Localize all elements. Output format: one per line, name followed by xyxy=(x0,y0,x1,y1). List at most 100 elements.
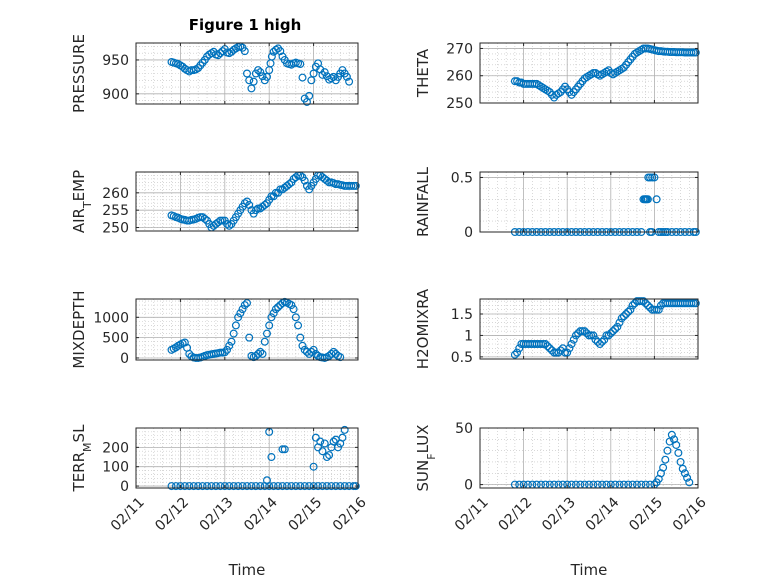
data-point xyxy=(305,482,314,491)
y-tick-label: 50 xyxy=(455,421,473,437)
y-tick-label: 200 xyxy=(102,440,129,456)
data-point xyxy=(240,301,249,310)
data-point xyxy=(267,52,276,61)
data-point xyxy=(309,462,318,471)
data-point xyxy=(336,482,345,491)
data-point xyxy=(552,348,561,357)
y-axis-label-subscript: T xyxy=(81,201,94,209)
axes-box xyxy=(135,298,359,361)
plot-area xyxy=(480,299,698,359)
y-axis-label-main: MIXDEPTH xyxy=(70,290,88,368)
data-point xyxy=(265,321,274,330)
y-axis-label-main: TERR xyxy=(70,452,88,493)
x-axis-label: Time xyxy=(570,561,608,579)
data-point xyxy=(685,478,694,487)
data-point xyxy=(652,195,661,204)
y-axis-label-subscript: F xyxy=(425,453,438,459)
data-point xyxy=(203,482,212,491)
y-axis-label-main: AIR xyxy=(70,208,88,233)
data-point xyxy=(278,445,287,454)
plot-area xyxy=(136,172,358,231)
data-point xyxy=(260,200,269,209)
data-point xyxy=(615,318,624,327)
data-point xyxy=(543,342,552,351)
data-point xyxy=(196,213,205,222)
data-point xyxy=(580,327,589,336)
y-axis-label-rest: LUX xyxy=(414,425,432,454)
y-axis-label: THETA xyxy=(414,48,432,98)
y-axis-label-rest: SL xyxy=(70,424,88,443)
data-point xyxy=(247,482,256,491)
data-point xyxy=(510,350,519,359)
subplot-5: 0 500 1000 MIXDEPTH xyxy=(70,290,359,369)
data-point xyxy=(254,349,263,358)
data-point xyxy=(672,440,681,449)
data-point xyxy=(331,482,340,491)
data-point xyxy=(276,185,285,194)
data-point xyxy=(351,482,360,491)
data-point xyxy=(296,482,305,491)
data-point xyxy=(336,353,345,362)
data-point xyxy=(589,331,598,340)
data-point xyxy=(322,176,331,185)
data-point xyxy=(238,482,247,491)
data-point xyxy=(513,348,522,357)
data-point xyxy=(305,91,314,100)
data-point xyxy=(667,430,676,439)
data-point xyxy=(225,221,234,230)
y-axis-label-main: THETA xyxy=(414,48,432,98)
data-point xyxy=(316,437,325,446)
y-tick-label: 1.5 xyxy=(451,307,473,323)
data-point xyxy=(659,463,668,472)
data-point xyxy=(530,79,539,88)
axes-box xyxy=(479,298,699,360)
y-axis-label: H2OMIXRA xyxy=(414,288,432,369)
data-point xyxy=(650,305,659,314)
data-point xyxy=(338,433,347,442)
y-tick-label: 270 xyxy=(446,41,473,57)
data-point xyxy=(225,482,234,491)
data-point xyxy=(294,321,303,330)
data-point xyxy=(216,348,225,357)
y-tick-label: 0 xyxy=(464,225,473,241)
data-point xyxy=(234,482,243,491)
data-point xyxy=(642,195,651,204)
data-point xyxy=(644,173,653,182)
data-point xyxy=(236,309,245,318)
data-point xyxy=(240,199,249,208)
data-point xyxy=(318,482,327,491)
data-point xyxy=(342,72,351,81)
data-point xyxy=(243,69,252,78)
y-tick-label: 0.5 xyxy=(451,170,473,186)
data-point xyxy=(674,448,683,457)
data-point xyxy=(565,344,574,353)
y-tick-label: 260 xyxy=(446,69,473,85)
data-point xyxy=(258,349,267,358)
data-point xyxy=(561,348,570,357)
data-point xyxy=(274,303,283,312)
data-point xyxy=(267,313,276,322)
data-point xyxy=(260,337,269,346)
data-point xyxy=(291,482,300,491)
data-point xyxy=(320,68,329,77)
data-point xyxy=(598,337,607,346)
data-point xyxy=(648,173,657,182)
data-point xyxy=(240,47,249,56)
data-point xyxy=(587,331,596,340)
data-point xyxy=(258,72,267,81)
y-axis-label-main: H2OMIXRA xyxy=(414,288,432,369)
subplot-6: 0.5 1 1.5 H2OMIXRA xyxy=(414,288,700,369)
data-point xyxy=(654,305,663,314)
data-point xyxy=(256,68,265,77)
data-point xyxy=(683,473,692,482)
data-point xyxy=(689,48,698,57)
data-point xyxy=(223,345,232,354)
data-point xyxy=(680,469,689,478)
data-point xyxy=(220,348,229,357)
y-tick-label: 0.5 xyxy=(451,350,473,366)
data-point xyxy=(200,214,209,223)
data-point xyxy=(351,181,360,190)
y-tick-label: 1 xyxy=(464,328,473,344)
data-point xyxy=(225,341,234,350)
